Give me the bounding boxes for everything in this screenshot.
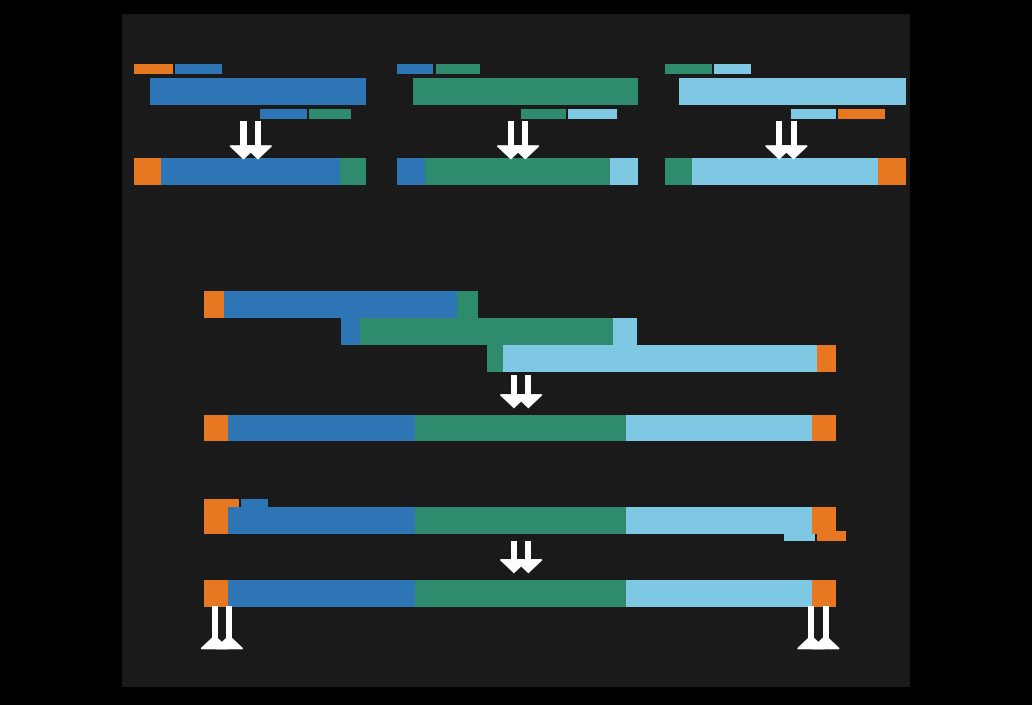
FancyBboxPatch shape bbox=[838, 109, 885, 119]
Polygon shape bbox=[230, 146, 257, 159]
FancyBboxPatch shape bbox=[525, 541, 531, 560]
FancyBboxPatch shape bbox=[812, 507, 836, 534]
Polygon shape bbox=[216, 636, 243, 649]
FancyBboxPatch shape bbox=[665, 64, 712, 74]
FancyBboxPatch shape bbox=[212, 606, 218, 649]
FancyBboxPatch shape bbox=[134, 64, 173, 74]
FancyBboxPatch shape bbox=[397, 158, 425, 185]
FancyBboxPatch shape bbox=[878, 158, 906, 185]
Polygon shape bbox=[515, 560, 542, 572]
Polygon shape bbox=[798, 636, 825, 649]
FancyBboxPatch shape bbox=[260, 109, 307, 119]
FancyBboxPatch shape bbox=[413, 78, 638, 105]
FancyBboxPatch shape bbox=[817, 345, 836, 372]
Polygon shape bbox=[812, 636, 839, 649]
Polygon shape bbox=[766, 146, 793, 159]
Polygon shape bbox=[501, 395, 527, 407]
FancyBboxPatch shape bbox=[625, 415, 812, 441]
FancyBboxPatch shape bbox=[255, 121, 261, 146]
FancyBboxPatch shape bbox=[415, 507, 625, 534]
FancyBboxPatch shape bbox=[360, 318, 613, 345]
FancyBboxPatch shape bbox=[204, 507, 228, 534]
FancyBboxPatch shape bbox=[341, 318, 360, 345]
FancyBboxPatch shape bbox=[812, 415, 836, 441]
FancyBboxPatch shape bbox=[504, 345, 817, 372]
Polygon shape bbox=[245, 146, 271, 159]
FancyBboxPatch shape bbox=[568, 109, 617, 119]
FancyBboxPatch shape bbox=[808, 606, 814, 649]
FancyBboxPatch shape bbox=[150, 78, 366, 105]
FancyBboxPatch shape bbox=[525, 375, 531, 395]
FancyBboxPatch shape bbox=[457, 291, 478, 318]
FancyBboxPatch shape bbox=[791, 121, 797, 146]
FancyBboxPatch shape bbox=[161, 158, 340, 185]
FancyBboxPatch shape bbox=[791, 109, 836, 119]
FancyBboxPatch shape bbox=[625, 580, 812, 607]
FancyBboxPatch shape bbox=[511, 375, 517, 395]
FancyBboxPatch shape bbox=[508, 121, 514, 146]
FancyBboxPatch shape bbox=[224, 291, 457, 318]
FancyBboxPatch shape bbox=[521, 109, 566, 119]
FancyBboxPatch shape bbox=[122, 14, 910, 687]
FancyBboxPatch shape bbox=[204, 291, 224, 318]
FancyBboxPatch shape bbox=[175, 64, 222, 74]
FancyBboxPatch shape bbox=[613, 318, 637, 345]
FancyBboxPatch shape bbox=[204, 415, 228, 441]
FancyBboxPatch shape bbox=[714, 64, 751, 74]
FancyBboxPatch shape bbox=[134, 158, 161, 185]
FancyBboxPatch shape bbox=[204, 580, 228, 607]
Polygon shape bbox=[201, 636, 228, 649]
FancyBboxPatch shape bbox=[425, 158, 610, 185]
FancyBboxPatch shape bbox=[511, 541, 517, 560]
FancyBboxPatch shape bbox=[522, 121, 528, 146]
Polygon shape bbox=[515, 395, 542, 407]
FancyBboxPatch shape bbox=[784, 531, 815, 541]
FancyBboxPatch shape bbox=[228, 507, 415, 534]
FancyBboxPatch shape bbox=[415, 415, 625, 441]
FancyBboxPatch shape bbox=[679, 78, 906, 105]
Polygon shape bbox=[512, 146, 539, 159]
FancyBboxPatch shape bbox=[340, 158, 366, 185]
FancyBboxPatch shape bbox=[692, 158, 878, 185]
Polygon shape bbox=[501, 560, 527, 572]
FancyBboxPatch shape bbox=[226, 606, 232, 649]
FancyBboxPatch shape bbox=[240, 121, 247, 146]
FancyBboxPatch shape bbox=[228, 580, 415, 607]
FancyBboxPatch shape bbox=[204, 499, 239, 509]
FancyBboxPatch shape bbox=[776, 121, 782, 146]
Polygon shape bbox=[780, 146, 807, 159]
FancyBboxPatch shape bbox=[487, 345, 504, 372]
FancyBboxPatch shape bbox=[241, 499, 268, 509]
FancyBboxPatch shape bbox=[665, 158, 692, 185]
FancyBboxPatch shape bbox=[817, 531, 846, 541]
FancyBboxPatch shape bbox=[228, 415, 415, 441]
FancyBboxPatch shape bbox=[823, 606, 829, 649]
FancyBboxPatch shape bbox=[812, 580, 836, 607]
FancyBboxPatch shape bbox=[415, 580, 625, 607]
FancyBboxPatch shape bbox=[625, 507, 812, 534]
FancyBboxPatch shape bbox=[309, 109, 351, 119]
Polygon shape bbox=[497, 146, 524, 159]
FancyBboxPatch shape bbox=[436, 64, 480, 74]
FancyBboxPatch shape bbox=[397, 64, 433, 74]
FancyBboxPatch shape bbox=[610, 158, 638, 185]
